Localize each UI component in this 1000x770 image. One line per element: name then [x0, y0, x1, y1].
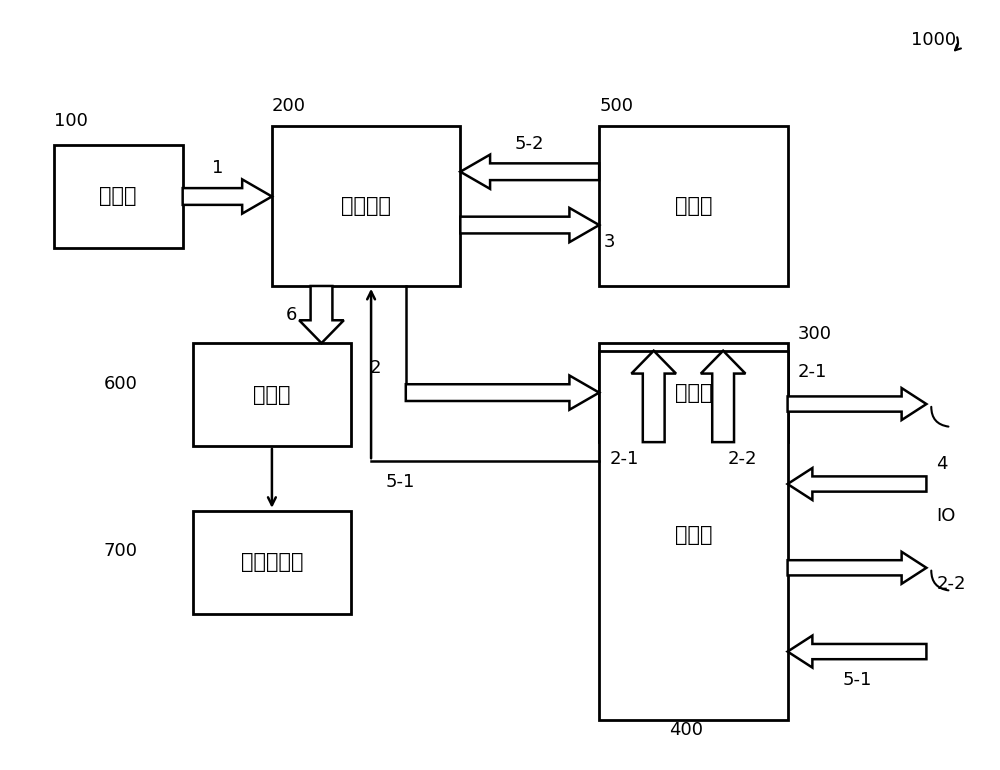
Text: 5-1: 5-1: [842, 671, 872, 688]
Text: 300: 300: [798, 325, 832, 343]
Text: 1000: 1000: [911, 31, 956, 49]
Polygon shape: [788, 388, 926, 420]
Text: 光分配器: 光分配器: [341, 196, 391, 216]
Text: 测量部: 测量部: [675, 525, 712, 545]
Polygon shape: [299, 286, 344, 343]
Polygon shape: [788, 468, 926, 500]
Text: 影像处理部: 影像处理部: [241, 552, 303, 572]
Text: 6: 6: [285, 306, 297, 323]
Text: 2-1: 2-1: [798, 363, 827, 381]
Text: 检测部: 检测部: [253, 384, 291, 404]
Bar: [599, 343, 788, 442]
Bar: [599, 126, 788, 286]
Bar: [193, 343, 351, 446]
Text: 光源部: 光源部: [99, 186, 137, 206]
Text: 5-2: 5-2: [515, 135, 544, 152]
Text: 500: 500: [599, 96, 633, 115]
Bar: [272, 126, 460, 286]
Polygon shape: [460, 155, 599, 189]
Polygon shape: [788, 635, 926, 668]
Text: 4: 4: [936, 454, 948, 473]
Text: IO: IO: [936, 507, 956, 525]
Bar: [193, 511, 351, 614]
Polygon shape: [701, 350, 745, 442]
Polygon shape: [406, 376, 599, 410]
Text: 700: 700: [103, 542, 137, 561]
Text: 1: 1: [212, 159, 223, 177]
Text: 基准部: 基准部: [675, 196, 712, 216]
Text: 200: 200: [272, 96, 306, 115]
Polygon shape: [460, 208, 599, 243]
Bar: [54, 145, 183, 248]
Polygon shape: [183, 179, 272, 213]
Text: 600: 600: [103, 375, 137, 393]
Bar: [599, 350, 788, 720]
Text: 2-2: 2-2: [728, 450, 758, 467]
Text: 选择部: 选择部: [675, 383, 712, 403]
Text: 5-1: 5-1: [386, 473, 415, 490]
Text: 2: 2: [370, 360, 381, 377]
Text: 3: 3: [604, 233, 616, 251]
Text: 2-2: 2-2: [936, 575, 966, 594]
Text: 100: 100: [54, 112, 88, 130]
Text: 2-1: 2-1: [609, 450, 639, 467]
Polygon shape: [788, 552, 926, 584]
Polygon shape: [631, 350, 676, 442]
Text: 400: 400: [669, 721, 703, 739]
